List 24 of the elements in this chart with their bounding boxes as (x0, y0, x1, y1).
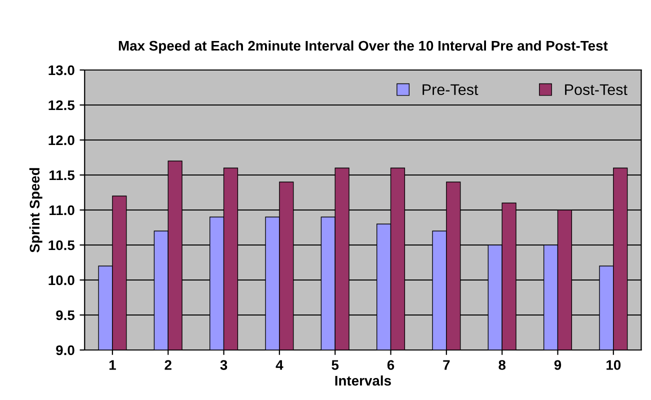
x-tick-label: 3 (220, 360, 228, 370)
x-tick-label: 6 (387, 360, 394, 370)
y-tick-label: 11.0 (50, 205, 74, 216)
y-tick-label: 10.5 (48, 240, 75, 250)
x-tick-label: 5 (332, 360, 339, 370)
y-tick-label: 10.0 (48, 275, 74, 286)
y-tick-label: 9.0 (56, 345, 74, 356)
x-tick-label: 7 (443, 360, 450, 370)
y-tick-label: 11.5 (50, 170, 75, 180)
x-tick-label: 4 (276, 360, 284, 370)
chart-title: Max Speed at Each 2minute Interval Over the 10 Interval Pre and Post-Test (118, 40, 608, 54)
x-tick-label: 9 (554, 360, 562, 370)
y-tick-label: 13.0 (48, 65, 74, 76)
y-tick-label: 12.5 (48, 100, 75, 110)
y-axis-title: Sprint Speed (29, 168, 42, 252)
y-tick-label: 9.5 (56, 310, 75, 320)
x-tick-label: 10 (606, 360, 621, 370)
x-tick-label: 2 (164, 360, 172, 370)
y-tick-label: 12.0 (48, 135, 74, 146)
x-tick-label: 8 (498, 360, 506, 370)
legend-label: Pre-Test (422, 84, 478, 96)
x-tick-label: 1 (109, 360, 116, 370)
x-axis-title: Intervals (335, 375, 391, 386)
legend-label: Post-Test (565, 84, 628, 96)
